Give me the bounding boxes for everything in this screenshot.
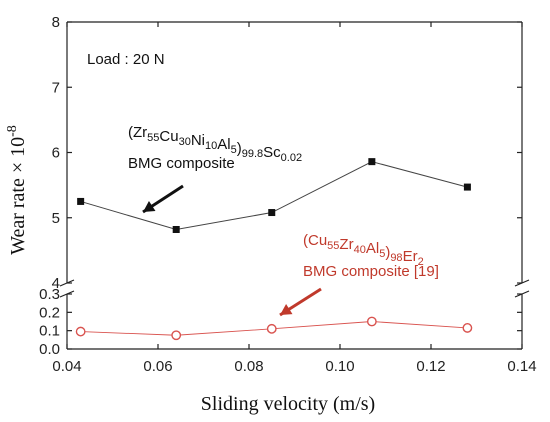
label-subscript: 55 xyxy=(327,240,339,252)
data-point-circle xyxy=(171,330,182,341)
label-subscript: 0.02 xyxy=(281,152,302,164)
label-subscript: 5 xyxy=(379,248,385,260)
x-tick-label: 0.12 xyxy=(416,358,445,375)
label-text: Sc xyxy=(263,144,281,161)
y-axis-title: Wear rate × 10-8 xyxy=(5,125,29,255)
series-label-line2-0: BMG composite xyxy=(128,155,235,172)
label-text: ) xyxy=(385,244,390,261)
series-label-line2-1: BMG composite [19] xyxy=(303,263,439,280)
y-tick-label-lower: 0.3 xyxy=(39,286,60,303)
label-subscript: 99.8 xyxy=(242,148,263,160)
data-point-circle xyxy=(75,326,86,337)
label-text: Al xyxy=(366,240,379,257)
series-label-line1-1: (Cu55Zr40Al5)98Er2 xyxy=(303,232,424,268)
y-tick-label-lower: 0.2 xyxy=(39,304,60,321)
x-tick-label: 0.14 xyxy=(507,358,536,375)
y-tick-label-upper: 6 xyxy=(52,145,60,162)
label-subscript: 2 xyxy=(418,256,424,268)
y-tick-label-upper: 4 xyxy=(52,275,60,292)
series-label-line1-0: (Zr55Cu30Ni10Al5)99.8Sc0.02 xyxy=(128,124,302,164)
label-text: Ni xyxy=(191,132,205,149)
data-point-square xyxy=(77,197,85,205)
y-axis-title-exponent: -8 xyxy=(5,125,20,137)
label-text: Al xyxy=(217,136,230,153)
label-subscript: 5 xyxy=(231,144,237,156)
label-subscript: 98 xyxy=(390,252,402,264)
data-point-square xyxy=(172,225,180,233)
series-layer xyxy=(75,158,473,341)
data-point-circle xyxy=(266,323,277,334)
black-arrow xyxy=(142,184,184,214)
y-tick-label-upper: 8 xyxy=(52,14,60,31)
labels-layer: Load : 20 N Sliding velocity (m/s) Wear … xyxy=(5,51,439,415)
label-text: (Cu xyxy=(303,232,327,249)
y-tick-label-lower: 0.1 xyxy=(39,323,60,340)
label-text: Er xyxy=(403,248,418,265)
load-annotation: Load : 20 N xyxy=(87,51,165,68)
data-point-circle xyxy=(366,316,377,327)
red-arrow-head xyxy=(280,304,293,315)
black-arrow-head xyxy=(143,200,156,212)
x-axis-title: Sliding velocity (m/s) xyxy=(201,393,375,415)
x-tick-label: 0.04 xyxy=(52,358,81,375)
label-text: Zr xyxy=(339,236,353,253)
label-text: Cu xyxy=(159,128,178,145)
y-tick-label-lower: 0.0 xyxy=(39,341,60,358)
x-tick-label: 0.06 xyxy=(143,358,172,375)
data-point-square xyxy=(463,183,471,191)
y-tick-label-upper: 7 xyxy=(52,79,60,96)
label-text: (Zr xyxy=(128,124,147,141)
y-tick-label-upper: 5 xyxy=(52,210,60,227)
y-axis-title-base: Wear rate × 10 xyxy=(7,137,29,255)
data-point-square xyxy=(268,209,276,217)
red-arrow xyxy=(279,287,322,317)
label-subscript: 30 xyxy=(179,136,191,148)
label-text: ) xyxy=(237,140,242,157)
data-point-square xyxy=(368,158,376,166)
axes: 0.04 0.06 0.08 0.10 0.12 0.14456780.00.10.20.… xyxy=(39,14,536,375)
x-tick-label: 0.08 xyxy=(234,358,263,375)
label-subscript: 10 xyxy=(205,140,217,152)
arrows-layer xyxy=(142,184,322,317)
x-tick-label: 0.10 xyxy=(325,358,354,375)
label-subscript: 55 xyxy=(147,132,159,144)
data-point-circle xyxy=(462,323,473,333)
label-subscript: 40 xyxy=(354,244,366,256)
